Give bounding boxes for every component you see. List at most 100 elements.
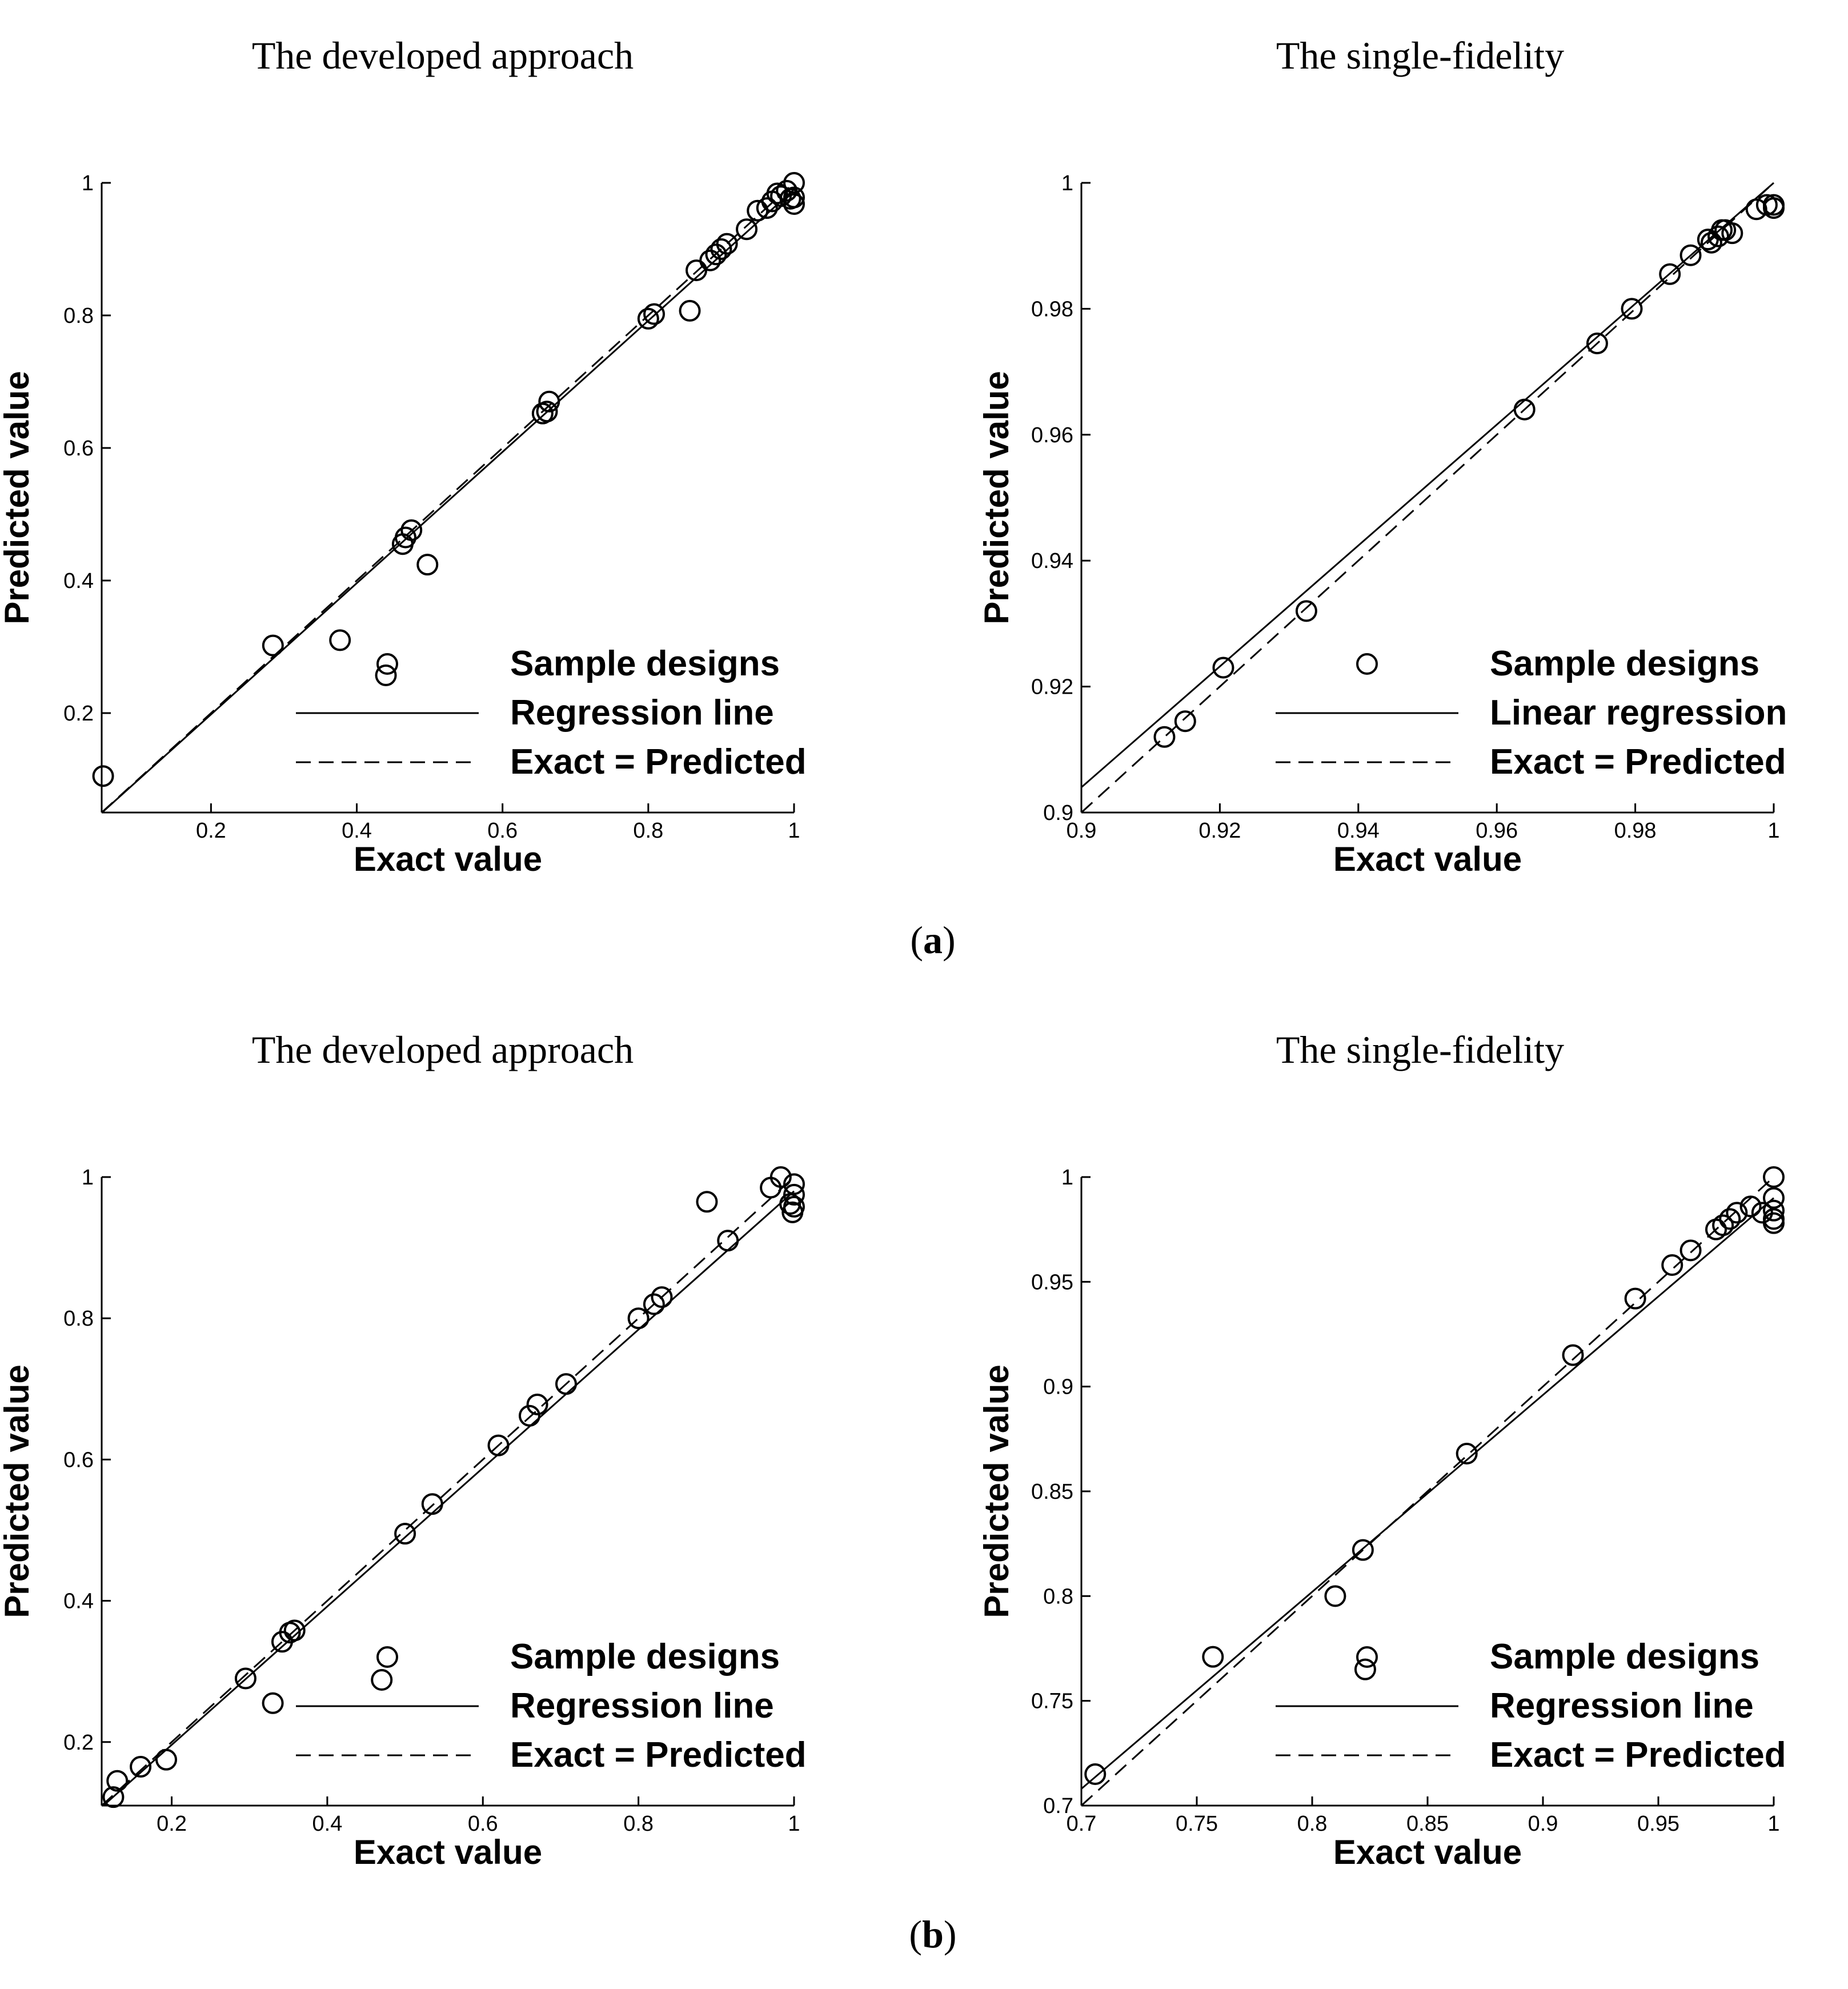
x-tick-label: 0.95 [1637, 1812, 1679, 1836]
exact-equals-predicted-line [101, 182, 795, 814]
sample-design-point [106, 1770, 129, 1792]
x-tick-label: 1 [1767, 819, 1779, 843]
y-tick-label: 0.4 [63, 1590, 94, 1614]
sample-design-point [769, 1166, 792, 1188]
sample-design-point [536, 401, 558, 423]
sample-design-point [1719, 1208, 1741, 1230]
legend: Sample designs Regression line Exact = Pre… [296, 644, 807, 782]
y-tick-label: 0.96 [1031, 423, 1073, 447]
y-tick-label: 1 [82, 171, 94, 195]
legend-label: Exact = Predicted [1490, 1735, 1786, 1775]
sample-design-point [710, 238, 732, 260]
sample-design-point [1679, 1239, 1702, 1262]
y-tick-label: 0.8 [63, 304, 94, 328]
y-axis-label: Predicted value [0, 371, 36, 625]
sample-design-point [783, 186, 805, 209]
x-tick-label: 1 [1767, 1812, 1779, 1836]
y-tick-label: 0.92 [1031, 675, 1073, 699]
sample-design-point [526, 1393, 548, 1415]
chart-title: The single-fidelity [1276, 1028, 1564, 1071]
y-tick-label: 0.9 [1043, 801, 1073, 825]
legend-label: Sample designs [510, 1637, 780, 1676]
x-tick-label: 0.6 [468, 1812, 498, 1836]
legend-label: Regression line [510, 1686, 774, 1726]
legend: Sample designs Regression line Exact = Pre… [296, 1637, 807, 1775]
sample-design-point [1562, 1344, 1584, 1366]
legend-label: Regression line [510, 693, 774, 733]
legend-marker-sample [376, 1646, 398, 1668]
sample-design-point [783, 172, 805, 194]
y-tick-label: 0.7 [1043, 1794, 1073, 1818]
sample-design-point [400, 519, 423, 541]
legend-label: Exact = Predicted [510, 742, 807, 782]
sample-design-point [416, 554, 439, 576]
sample-design-point [783, 1173, 805, 1195]
y-tick-label: 0.94 [1031, 549, 1073, 573]
sample-design-point [1153, 726, 1176, 748]
x-tick-label: 0.9 [1528, 1812, 1558, 1836]
sample-design-point [262, 1692, 284, 1714]
x-tick-label: 0.2 [196, 819, 226, 843]
x-tick-label: 0.7 [1067, 1812, 1097, 1836]
x-tick-label: 0.9 [1067, 819, 1097, 843]
sample-design-point [1763, 1212, 1785, 1234]
sample-design-point [1456, 1443, 1478, 1464]
sample-design-point [518, 1404, 540, 1427]
sample-design-point [394, 1523, 416, 1545]
legend-label: Exact = Predicted [510, 1735, 807, 1775]
y-tick-label: 1 [1061, 1166, 1073, 1190]
y-tick-label: 0.85 [1031, 1480, 1073, 1504]
sample-design-point [679, 299, 701, 322]
y-tick-label: 0.8 [63, 1307, 94, 1331]
sample-design-point [1586, 333, 1608, 355]
legend-label: Exact = Predicted [1490, 742, 1786, 782]
sample-design-point [487, 1434, 510, 1456]
sample-design-point [538, 390, 560, 413]
sample-design-point [756, 197, 778, 219]
x-tick-label: 0.75 [1176, 1812, 1218, 1836]
sample-design-point [555, 1373, 577, 1395]
y-tick-label: 0.6 [63, 437, 94, 461]
x-tick-label: 0.2 [157, 1812, 187, 1836]
x-tick-label: 0.4 [312, 1812, 343, 1836]
chart-panel-2: The single-fidelity 0.9 0.92 0.94 0.96 0.98 1 0… [977, 34, 1787, 878]
sample-design-point [1202, 1646, 1224, 1668]
x-axis-label: Exact value [1333, 1833, 1522, 1871]
sample-design-point [1513, 398, 1536, 421]
chart-panel-4: The single-fidelity 0.7 0.75 0.8 0.85 0.9 0.95… [977, 1028, 1786, 1871]
x-tick-label: 0.98 [1614, 819, 1657, 843]
x-tick-label: 0.92 [1198, 819, 1241, 843]
legend-marker-sample [1356, 1646, 1378, 1668]
y-axis-label: Predicted value [0, 1364, 36, 1618]
x-tick-label: 0.85 [1406, 1812, 1449, 1836]
sample-design-point [1763, 1166, 1785, 1188]
legend: Sample designs Linear regression Exact = P… [1276, 644, 1787, 782]
sample-design-point [1352, 1539, 1374, 1561]
y-tick-label: 0.4 [63, 569, 94, 593]
chart-panel-1: The developed approach 0.2 0.4 0.6 0.8 1 0.2 0.… [0, 34, 807, 878]
sample-design-point [1763, 1187, 1785, 1209]
sample-design-point [395, 526, 417, 549]
x-tick-label: 0.94 [1337, 819, 1380, 843]
legend: Sample designs Regression line Exact = Pre… [1276, 1637, 1786, 1775]
exact-equals-predicted-line [101, 1176, 795, 1807]
sample-design-point [627, 1307, 650, 1330]
y-tick-label: 0.9 [1043, 1375, 1073, 1399]
sample-design-point [651, 1286, 673, 1308]
x-axis-label: Exact value [354, 840, 542, 878]
sample-design-point [643, 303, 666, 325]
sample-design-point [766, 182, 788, 205]
x-tick-label: 0.96 [1476, 819, 1518, 843]
sample-design-point [1721, 222, 1743, 245]
x-tick-label: 1 [788, 1812, 800, 1836]
sample-design-point [375, 664, 397, 686]
legend-label: Sample designs [1490, 644, 1759, 683]
sample-design-point [1174, 710, 1196, 733]
sample-design-point [283, 1619, 306, 1642]
exact-equals-predicted-line [1080, 182, 1775, 814]
sample-design-point [1763, 197, 1785, 219]
sample-design-point [1659, 263, 1681, 285]
sample-design-point [234, 1667, 256, 1690]
x-tick-label: 0.6 [487, 819, 518, 843]
